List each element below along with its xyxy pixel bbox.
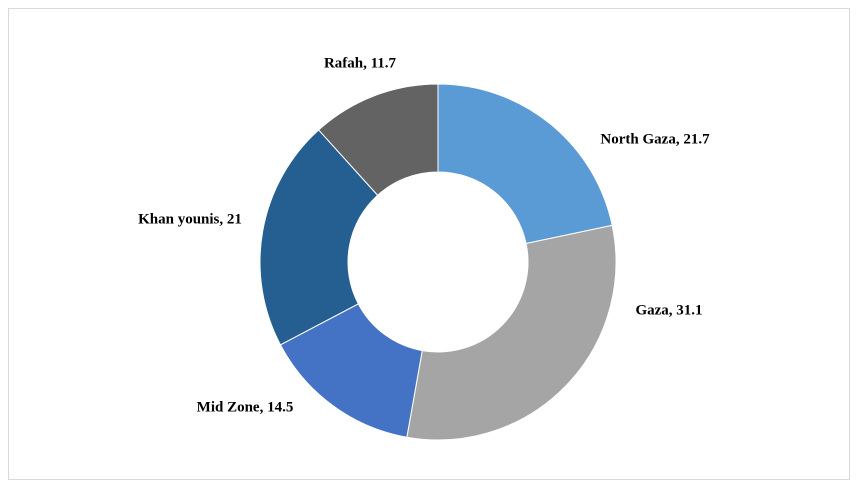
- data-label: Rafah, 11.7: [324, 55, 397, 71]
- donut-slice: [317, 83, 439, 196]
- donut-slice: [406, 224, 617, 441]
- donut-slice: [259, 129, 379, 346]
- data-label: Gaza, 31.1: [635, 302, 702, 318]
- donut-slice: [437, 83, 613, 245]
- data-label: Khan younis, 21: [138, 211, 242, 227]
- data-label: Mid Zone, 14.5: [197, 399, 294, 415]
- data-label: North Gaza, 21.7: [600, 131, 710, 147]
